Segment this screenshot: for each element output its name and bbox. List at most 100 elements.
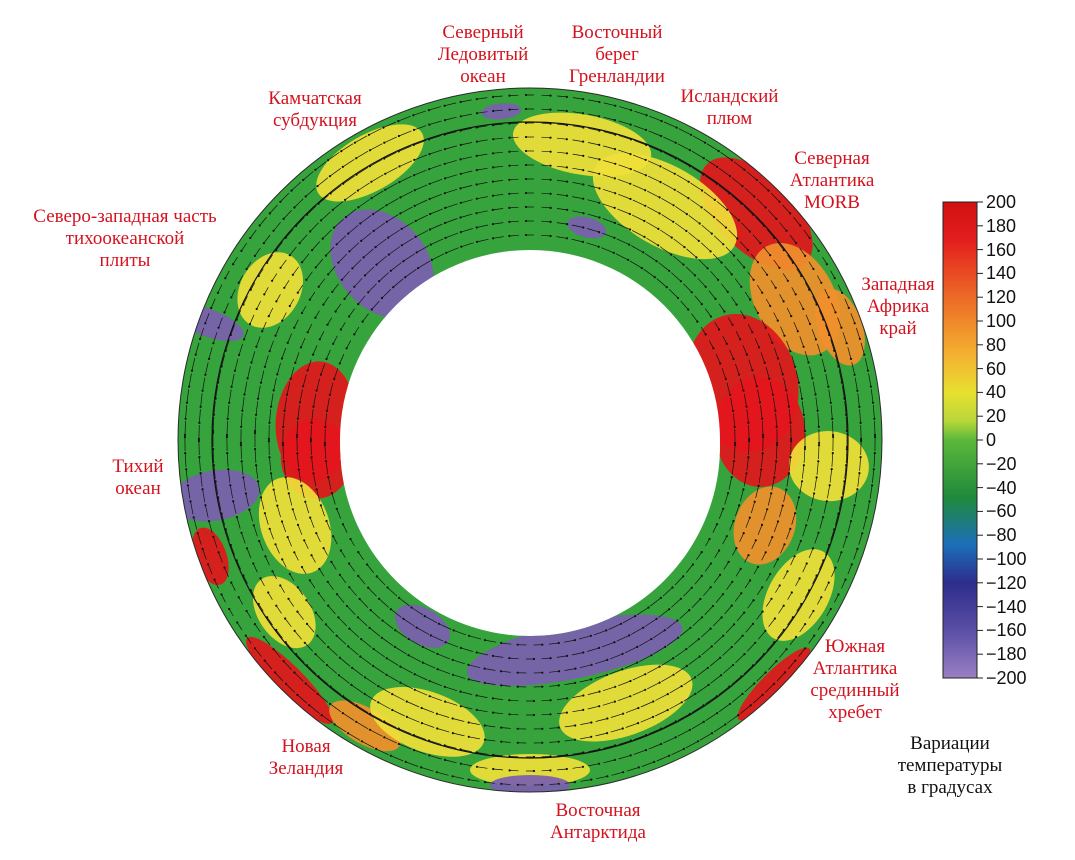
flow-arrowhead xyxy=(201,547,204,551)
flow-arrow xyxy=(297,524,303,535)
flow-arrowhead xyxy=(734,441,737,445)
flow-arrowhead xyxy=(812,609,815,613)
colorbar-tick-label: 20 xyxy=(986,406,1007,427)
flow-arrow xyxy=(712,524,718,533)
flow-arrow xyxy=(217,369,222,383)
flow-arrow xyxy=(331,561,337,570)
flow-arrowhead xyxy=(378,597,381,600)
flow-arrow xyxy=(754,337,760,348)
flow-arrow xyxy=(476,111,488,114)
flow-arrow xyxy=(460,199,473,204)
flow-arrowhead xyxy=(183,435,186,439)
flow-arrowhead xyxy=(259,496,263,499)
flow-arrow xyxy=(816,275,822,283)
flow-arrowhead xyxy=(817,249,820,252)
flow-arrowhead xyxy=(598,231,601,234)
flow-arrow xyxy=(586,228,600,233)
flow-arrow xyxy=(732,547,737,556)
flow-arrow xyxy=(731,194,742,204)
label-new-zealand: Новая Зеландия xyxy=(268,736,344,779)
flow-arrow xyxy=(344,290,352,300)
flow-arrow xyxy=(187,485,191,499)
flow-arrow xyxy=(310,440,312,456)
flow-arrowhead xyxy=(629,754,632,757)
flow-arrowhead xyxy=(720,674,723,677)
colorbar-gradient xyxy=(942,201,978,679)
flow-arrow xyxy=(819,517,824,529)
flow-arrow xyxy=(691,150,704,159)
flow-arrowhead xyxy=(301,261,304,264)
flow-arrowhead xyxy=(491,697,494,700)
flow-arrow xyxy=(386,214,399,223)
flow-arrowhead xyxy=(308,704,311,707)
flow-arrow xyxy=(541,150,551,153)
flow-arrow xyxy=(595,718,608,722)
flow-arrow xyxy=(444,145,457,150)
flow-arrowhead xyxy=(256,480,260,483)
flow-arrowhead xyxy=(708,537,711,541)
flow-arrow xyxy=(718,184,730,194)
flow-arrowhead xyxy=(803,445,807,449)
flow-arrow xyxy=(718,303,725,312)
flow-arrowhead xyxy=(645,114,648,117)
flow-arrowhead xyxy=(628,212,632,216)
flow-arrowhead xyxy=(459,762,462,765)
flow-arrow xyxy=(752,694,763,704)
flow-arrowhead xyxy=(613,177,617,180)
flow-arrowhead xyxy=(524,205,528,209)
flow-arrow xyxy=(593,630,607,636)
flow-arrowhead xyxy=(749,579,752,582)
flow-arrow xyxy=(468,779,480,782)
flow-arrow xyxy=(493,95,503,98)
flow-arrow xyxy=(764,683,775,693)
flow-arrow xyxy=(572,709,584,713)
flow-arrow xyxy=(580,779,592,782)
flow-arrowhead xyxy=(263,512,266,515)
flow-arrowhead xyxy=(492,711,495,714)
flow-arrowhead xyxy=(755,385,758,388)
flow-arrow xyxy=(263,234,271,244)
flow-arrow xyxy=(571,224,584,228)
flow-arrow xyxy=(415,214,429,222)
flow-arrowhead xyxy=(872,468,875,471)
flow-arrow xyxy=(376,255,387,265)
flow-arrow xyxy=(376,576,386,586)
flow-arrow xyxy=(332,283,339,293)
flow-arrow xyxy=(295,653,305,663)
flow-arrowhead xyxy=(204,504,207,507)
flow-arrow xyxy=(602,701,616,706)
flow-arrow xyxy=(384,736,397,744)
flow-arrow xyxy=(320,505,325,517)
flow-arrow xyxy=(493,123,503,126)
flow-arrowhead xyxy=(549,206,552,209)
flow-arrowhead xyxy=(270,405,273,408)
flow-arrow xyxy=(633,125,647,131)
flow-arrow xyxy=(572,153,584,157)
flow-arrow xyxy=(301,253,310,263)
flow-arrowhead xyxy=(644,204,647,207)
flow-arrow xyxy=(688,232,700,242)
flow-arrow xyxy=(587,142,600,146)
flow-arrowhead xyxy=(676,619,679,622)
flow-arrowhead xyxy=(637,766,641,769)
flow-arrowhead xyxy=(384,188,387,191)
flow-arrow xyxy=(587,705,600,710)
flow-arrow xyxy=(708,290,716,300)
flow-arrow xyxy=(725,246,735,256)
flow-arrow xyxy=(338,617,348,627)
flow-arrow xyxy=(655,709,668,717)
flow-arrow xyxy=(392,278,404,288)
flow-arrow xyxy=(653,629,665,639)
flow-arrow xyxy=(460,228,474,233)
flow-arrowhead xyxy=(644,189,647,192)
flow-arrow xyxy=(334,724,347,733)
flow-arrowhead xyxy=(549,769,552,772)
flow-arrow xyxy=(350,538,355,547)
flow-arrow xyxy=(744,683,755,693)
flow-arrow xyxy=(322,229,332,239)
flow-arrowhead xyxy=(636,645,639,649)
flow-arrow xyxy=(743,393,747,407)
flow-arrow xyxy=(648,130,662,137)
flow-arrow xyxy=(830,405,833,419)
flow-arrow xyxy=(718,167,731,177)
